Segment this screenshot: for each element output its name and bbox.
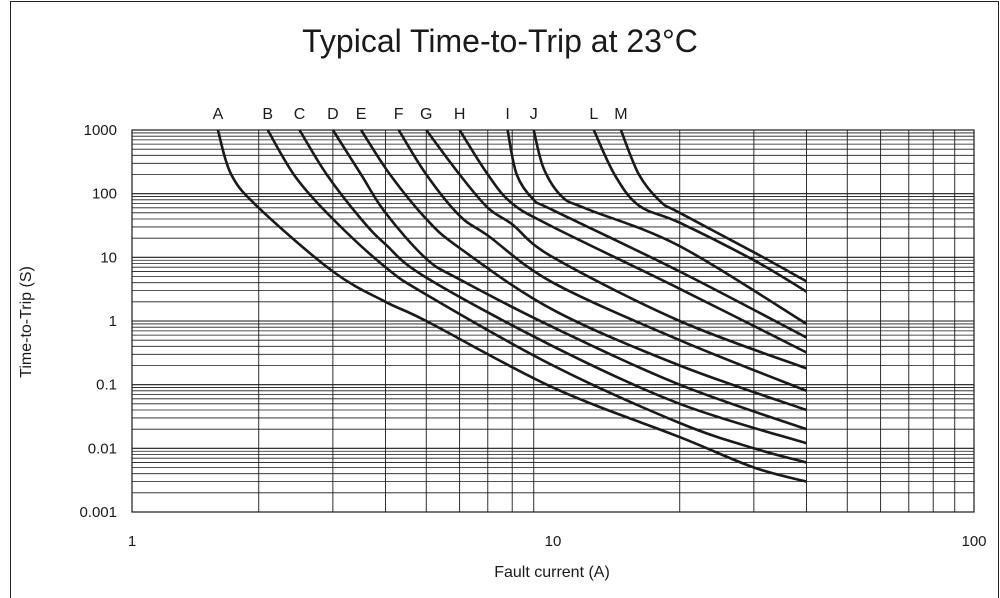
series-label-l: L	[589, 106, 598, 123]
series-line-e	[360, 129, 807, 412]
series-label-h: H	[454, 106, 466, 123]
series-label-a: A	[213, 106, 224, 123]
series-line-i	[506, 129, 808, 339]
series-line-a	[216, 129, 807, 483]
series-label-g: G	[420, 106, 432, 123]
tick-labels: 1000 100 10 1 0.1 0.01 0.001 1 10 100	[79, 122, 986, 550]
series-line-h	[458, 129, 808, 354]
series-line-f	[397, 129, 807, 393]
y-tick-label: 0.001	[79, 504, 117, 521]
y-axis-label: Time-to-Trip (S)	[18, 266, 35, 378]
series-label-f: F	[394, 106, 404, 123]
x-tick-label: 1	[128, 533, 136, 550]
chart-title: Typical Time-to-Trip at 23°C	[302, 23, 698, 59]
series-line-b	[266, 129, 807, 464]
x-tick-label: 100	[961, 533, 986, 550]
series-lines	[216, 129, 808, 483]
y-tick-label: 1	[109, 313, 117, 330]
series-label-d: D	[327, 106, 339, 123]
y-tick-label: 0.1	[96, 377, 117, 394]
series-label-j: J	[530, 106, 538, 123]
series-line-d	[331, 129, 807, 431]
series-line-g	[425, 129, 807, 370]
series-line-m	[619, 129, 808, 283]
x-axis-label: Fault current (A)	[494, 564, 610, 581]
y-tick-label: 0.01	[88, 440, 117, 457]
y-tick-label: 100	[92, 186, 117, 203]
y-tick-label: 10	[100, 249, 117, 266]
series-label-e: E	[356, 106, 367, 123]
series-label-b: B	[262, 106, 273, 123]
series-label-i: I	[505, 106, 509, 123]
y-tick-label: 1000	[84, 122, 117, 139]
chart-frame	[10, 1, 999, 598]
x-tick-label: 10	[545, 533, 562, 550]
series-line-j	[532, 129, 808, 326]
series-line-l	[592, 129, 808, 293]
series-label-m: M	[614, 106, 627, 123]
series-label-c: C	[294, 106, 306, 123]
series-line-c	[298, 129, 807, 445]
